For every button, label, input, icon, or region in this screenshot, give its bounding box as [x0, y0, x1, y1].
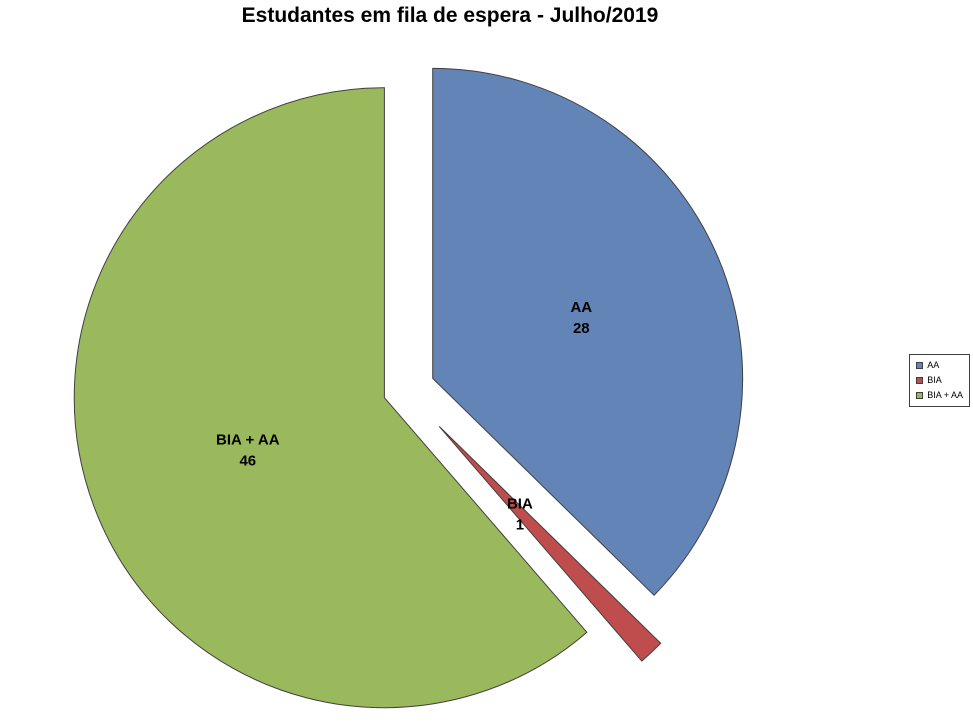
chart-title: Estudantes em fila de espera - Julho/201…: [241, 4, 659, 27]
pie-label-bia-aa: BIA + AA 46: [216, 432, 280, 470]
legend-swatch-aa: [916, 362, 924, 369]
legend: AA BIA BIA + AA: [909, 354, 970, 407]
legend-label-aa: AA: [927, 360, 940, 370]
pie-slice-aa: [432, 67, 744, 597]
legend-swatch-bia-aa: [916, 392, 924, 399]
legend-swatch-bia: [916, 377, 924, 384]
legend-item-bia: BIA: [916, 376, 963, 385]
pie-slice-bia-aa: [73, 87, 588, 709]
pie-label-bia: BIA 1: [507, 495, 533, 533]
pie-slice-bia: [438, 426, 662, 662]
legend-item-bia-aa: BIA + AA: [916, 391, 963, 400]
legend-label-bia-aa: BIA + AA: [927, 390, 963, 400]
pie-label-aa: AA 28: [570, 299, 592, 337]
legend-item-aa: AA: [916, 361, 963, 370]
legend-label-bia: BIA: [927, 375, 942, 385]
